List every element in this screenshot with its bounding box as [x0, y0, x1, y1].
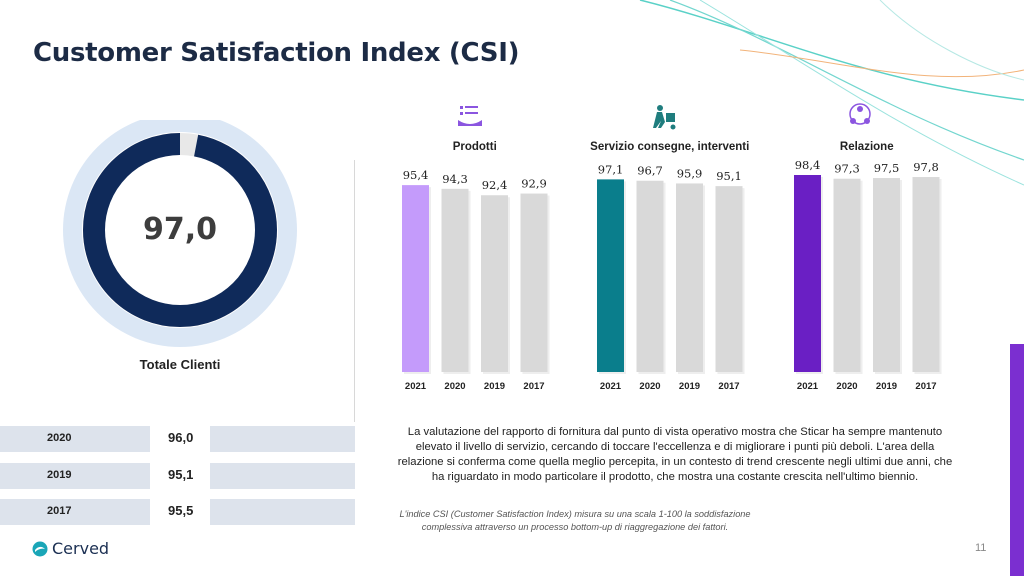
- bar-value-label: 95,4: [403, 168, 429, 182]
- x-tick-label: 2017: [523, 381, 544, 392]
- history-row: 2019 95,1: [0, 463, 355, 489]
- x-tick-label: 2019: [876, 381, 897, 392]
- history-year: 2017: [47, 505, 72, 517]
- x-tick-label: 2021: [405, 381, 427, 392]
- logo-text: Cerved: [52, 539, 110, 558]
- x-tick-label: 2019: [679, 381, 700, 392]
- bar: [402, 185, 429, 372]
- history-row: 2020 96,0: [0, 426, 355, 452]
- bar-value-label: 97,1: [598, 162, 624, 176]
- chart-2: Relazione 98,4 2021 97,3 2020 97,5 2019 97,8 201…: [794, 103, 942, 392]
- cerved-logo-icon: [32, 541, 48, 556]
- total-label: Totale Clienti: [139, 357, 221, 372]
- accent-bar: [1010, 344, 1024, 576]
- x-tick-label: 2019: [484, 381, 505, 392]
- chart-title: Prodotti: [453, 141, 497, 153]
- x-tick-label: 2017: [718, 381, 739, 392]
- bar-value-label: 94,3: [442, 172, 468, 186]
- bar: [597, 179, 624, 372]
- bar: [481, 195, 508, 372]
- total-donut: 97,0: [62, 113, 298, 361]
- history-band: [0, 499, 150, 525]
- chart-title: Relazione: [840, 141, 894, 153]
- bar-value-label: 97,8: [913, 160, 939, 174]
- history-year: 2020: [47, 432, 72, 444]
- bar-value-label: 98,4: [795, 158, 821, 172]
- bar-value-label: 95,1: [716, 169, 742, 183]
- bar: [676, 183, 703, 372]
- delivery-trolley-icon: [653, 105, 676, 130]
- chart-title: Servizio consegne, interventi: [590, 141, 749, 153]
- bar: [715, 186, 743, 372]
- page-number: 11: [975, 542, 987, 554]
- bar-value-label: 92,4: [482, 178, 508, 192]
- csi-note: L'indice CSI (Customer Satisfaction Inde…: [399, 509, 751, 532]
- donut-inner-bg: [82, 132, 278, 328]
- donut-arc: [83, 133, 277, 327]
- x-tick-label: 2021: [797, 381, 819, 392]
- donut-chart: [63, 113, 297, 347]
- bar: [833, 178, 861, 372]
- bar: [794, 175, 821, 372]
- history-value: 95,5: [168, 503, 194, 518]
- bar-charts: Prodotti 95,4 2021 94,3 2020 92,4 2019 92,9 2017…: [402, 103, 942, 392]
- decorative-swoosh: [639, 0, 1024, 186]
- total-value: 97,0: [142, 212, 218, 247]
- bar: [912, 177, 940, 372]
- chart-0: Prodotti 95,4 2021 94,3 2020 92,4 2019 92,9 2017: [402, 106, 550, 392]
- history-value: 96,0: [168, 430, 194, 445]
- history-band: [210, 463, 355, 489]
- description-text: La valutazione del rapporto di fornitura…: [397, 426, 953, 483]
- x-tick-label: 2020: [444, 381, 465, 392]
- x-tick-label: 2020: [639, 381, 660, 392]
- page-title: Customer Satisfaction Index (CSI): [33, 38, 520, 68]
- bar-value-label: 97,5: [874, 161, 900, 175]
- bar: [441, 188, 469, 372]
- history-band: [0, 463, 150, 489]
- x-tick-label: 2020: [836, 381, 857, 392]
- bar-value-label: 92,9: [521, 177, 547, 191]
- chart-1: Servizio consegne, interventi 97,1 2021 96,…: [590, 105, 749, 392]
- bar: [520, 193, 548, 372]
- history-row: 2017 95,5: [0, 499, 355, 525]
- people-network-icon: [849, 103, 871, 125]
- bar-value-label: 95,9: [677, 166, 703, 180]
- history-band: [210, 426, 355, 452]
- checklist-hand-icon: [458, 106, 482, 126]
- bar: [636, 180, 664, 372]
- x-tick-label: 2021: [600, 381, 622, 392]
- history-year: 2019: [47, 469, 72, 481]
- history-band: [210, 499, 355, 525]
- x-tick-label: 2017: [915, 381, 936, 392]
- cerved-logo: Cerved: [32, 539, 109, 558]
- bar: [873, 178, 900, 372]
- history-band: [0, 426, 150, 452]
- history-value: 95,1: [168, 467, 194, 482]
- bar-value-label: 96,7: [637, 164, 663, 178]
- divider-line: [354, 160, 355, 422]
- bar-value-label: 97,3: [834, 162, 860, 176]
